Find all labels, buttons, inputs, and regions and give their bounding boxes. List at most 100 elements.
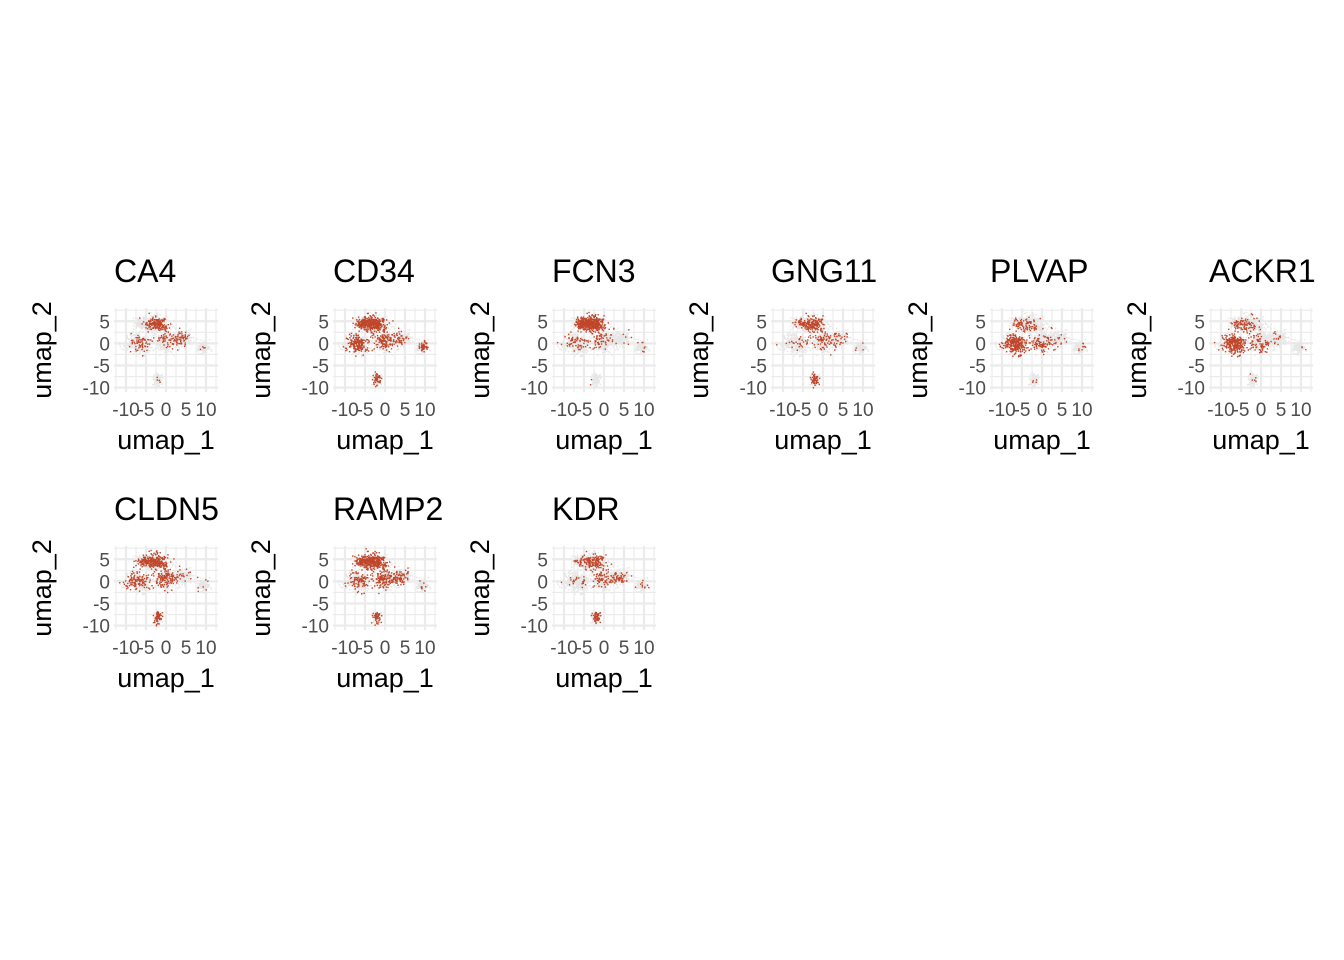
cell-point (574, 343, 577, 345)
cell-point (163, 336, 166, 339)
cell-point (188, 342, 190, 344)
cell-point (166, 334, 168, 337)
cell-point (178, 338, 180, 341)
cell-point (427, 346, 429, 349)
cell-point (401, 342, 404, 344)
cell-point (363, 317, 365, 320)
cell-point (573, 348, 575, 350)
cell-point (367, 342, 369, 344)
cell-point (380, 324, 382, 327)
cell-point (373, 327, 376, 330)
cell-point (354, 322, 356, 324)
cell-point (139, 325, 142, 327)
cell-point (406, 342, 408, 344)
cell-point (184, 331, 187, 334)
cell-point (391, 344, 394, 347)
cell-point (604, 343, 606, 345)
cell-point (610, 337, 613, 339)
cell-point (405, 337, 407, 340)
cell-point (159, 318, 161, 321)
cell-point (405, 336, 407, 339)
cell-point (159, 376, 161, 379)
cell-point (384, 346, 387, 349)
cell-point (601, 329, 603, 331)
cell-point (164, 333, 166, 335)
cell-point (135, 345, 137, 348)
cell-point (616, 332, 618, 335)
cell-point (347, 347, 350, 349)
cell-point (172, 343, 174, 346)
cell-point (379, 346, 381, 349)
cell-point (395, 342, 397, 344)
cell-point (181, 340, 184, 343)
cell-point (361, 355, 363, 357)
cell-point (134, 342, 136, 345)
cell-point (586, 343, 589, 345)
cell-point (367, 319, 369, 321)
cell-point (151, 316, 153, 319)
cell-point (368, 319, 371, 321)
cell-point (166, 341, 169, 343)
cell-point (644, 342, 646, 344)
cell-point (352, 317, 354, 319)
cell-point (152, 323, 154, 325)
cell-point (393, 339, 396, 341)
cell-point (151, 332, 153, 334)
cell-point (348, 340, 350, 343)
cell-point (576, 334, 579, 336)
cell-point (394, 336, 396, 338)
cell-point (357, 352, 360, 354)
cell-point (177, 335, 179, 338)
cell-point (158, 380, 161, 383)
cell-point (615, 340, 617, 343)
x-tick-label: -5 (357, 400, 374, 421)
cell-point (619, 345, 621, 348)
cell-point (142, 318, 145, 320)
cell-point (129, 334, 131, 337)
cell-point (422, 345, 424, 347)
cell-point (130, 337, 132, 339)
cell-point (126, 337, 129, 339)
cell-point (399, 341, 401, 344)
cell-point (158, 318, 160, 320)
cell-point (377, 375, 379, 377)
cell-point (155, 377, 157, 379)
cell-point (152, 342, 154, 344)
cell-point (382, 324, 384, 326)
cell-point (359, 341, 361, 344)
cell-point (350, 343, 353, 346)
cell-point (577, 349, 580, 351)
cell-point (603, 351, 605, 353)
cell-point (139, 320, 141, 322)
cell-point (368, 316, 370, 319)
cell-point (152, 327, 155, 329)
cell-point (138, 345, 140, 348)
cell-point (361, 326, 363, 328)
cell-point (616, 336, 619, 339)
cell-point (157, 373, 159, 375)
cell-point (161, 327, 163, 329)
cell-point (377, 327, 379, 330)
cell-point (392, 331, 394, 334)
cell-point (146, 317, 148, 320)
cell-point (573, 322, 575, 324)
cell-point (376, 327, 378, 329)
cell-point (148, 342, 150, 344)
cell-point (352, 339, 354, 341)
cell-point (355, 352, 357, 354)
cell-point (420, 344, 423, 346)
cell-point (144, 344, 147, 346)
cell-point (380, 377, 383, 380)
cell-point (148, 328, 150, 330)
cell-point (199, 346, 202, 349)
cell-point (186, 338, 189, 341)
cell-point (138, 332, 140, 334)
cell-point (165, 315, 167, 317)
cell-point (147, 331, 149, 333)
cell-point (176, 340, 179, 342)
cell-point (610, 325, 613, 327)
cell-point (147, 323, 149, 325)
cell-point (598, 377, 600, 379)
cell-point (386, 323, 388, 326)
cell-point (397, 331, 399, 333)
